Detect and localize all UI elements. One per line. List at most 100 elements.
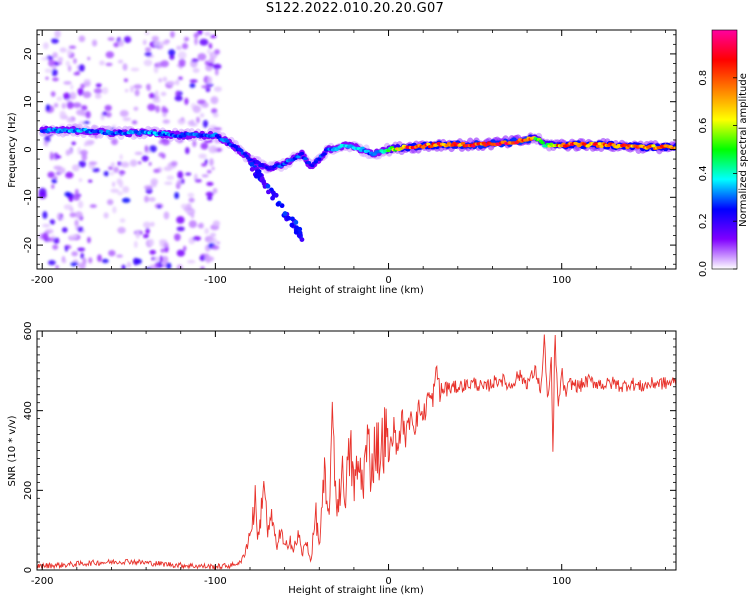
spectrogram-cell [47,237,55,242]
spectrogram-cell [193,32,199,38]
spectrogram-cell [202,119,209,128]
spectrogram-cell [72,102,82,108]
spectrogram-cell [160,60,169,68]
spectrogram-cell [76,109,85,116]
spectrogram-cell [180,178,185,185]
spectrogram-cell [160,91,167,97]
spectrogram-cell [63,81,72,85]
spectrogram-cell [97,254,102,262]
spectrogram-cell [53,237,60,245]
spectrogram-ridge [38,123,676,243]
spectrogram-cell [106,199,114,206]
spectrogram-branch [285,215,291,221]
spectrogram-cell [148,197,156,202]
spectrogram-cell [131,120,138,125]
spectrogram-ridge-core [460,141,466,146]
spectrogram-y-axis-label: Frequency (Hz) [7,112,18,188]
spectrogram-cell [51,65,57,69]
spectrogram-cell [143,234,149,239]
colorbar-tick-label: 0.8 [698,70,709,86]
spectrogram-cell [158,78,162,83]
spectrogram-cell [74,219,79,227]
spectrogram-cell [142,221,152,229]
spectrogram-cell [176,249,185,257]
spectrogram-cell [43,42,49,50]
spectrogram-ridge-core [599,144,604,148]
spectrogram-cell [47,260,56,266]
spectrogram-ridge-core [233,145,239,149]
spectrogram-cell [189,79,198,83]
spectrogram-cell [45,76,49,80]
spectrogram-cell [87,56,91,61]
spectrogram-x-tick-label: -200 [31,275,54,286]
colorbar-tick-label: 0.6 [698,118,709,134]
spectrogram-cell [52,244,59,250]
spectrogram-cell [134,151,143,155]
spectrogram-cell [188,197,195,203]
spectrogram-cell [212,112,219,118]
spectrogram-cell [205,191,214,197]
spectrogram-cell [163,242,169,248]
spectrogram-cell [67,49,72,57]
spectrogram-cell [85,110,91,119]
spectrogram-cell [155,105,160,113]
spectrogram-x-tick-label: -100 [204,275,227,286]
spectrogram-cell [47,171,55,178]
spectrogram-cell [42,211,48,219]
spectrogram-cell [130,67,140,72]
spectrogram-ridge-core [256,161,261,165]
spectrogram-cell [148,92,156,99]
spectrogram-cell [45,104,51,112]
spectrogram-cell [162,112,167,118]
spectrogram-cell [121,264,126,269]
spectrogram-y-tick-label: -20 [23,237,34,253]
spectrogram-ridge-core [303,157,308,161]
spectrogram-cell [200,266,205,269]
spectrogram-cell [198,153,207,159]
spectrogram-cell [188,220,197,228]
spectrogram-cell [69,212,77,218]
spectrogram-ridge-core [594,142,599,146]
spectrogram-cell [158,140,163,145]
spectrogram-cell [93,88,103,94]
spectrogram-cell [111,138,118,146]
spectrogram-cell [211,166,215,171]
spectrogram-cell [117,226,126,234]
spectrogram-cell [163,166,172,172]
spectrogram-ridge-core [45,130,50,134]
spectrogram-cell [68,45,77,50]
spectrogram-x-tick-label: 0 [385,275,391,286]
spectrogram-cell [119,110,129,117]
spectrogram-cell [161,40,170,45]
spectrogram-cell [166,175,175,181]
spectrogram-cell [178,58,186,67]
spectrogram-cell [190,212,195,219]
spectrogram-cell [121,197,131,203]
spectrogram-cell [103,171,110,177]
spectrogram-cell [212,187,218,194]
spectrogram-branch [271,190,276,196]
spectrogram-cell [77,200,84,209]
spectrogram-cell [191,58,199,63]
spectrogram-cell [77,226,84,233]
spectrogram-cell [53,175,58,180]
spectrogram-cell [176,45,182,51]
spectrogram-cell [70,261,79,267]
snr-frame [36,330,677,571]
spectrogram-cell [201,174,209,178]
spectrogram-cell [63,92,71,100]
spectrogram-cell [117,39,125,47]
spectrogram-cell [153,65,159,74]
spectrogram-cell [148,238,155,247]
spectrogram-cell [58,61,63,65]
spectrogram-ridge-core [540,141,545,145]
spectrogram-cell [207,195,213,201]
spectrogram-cell [141,155,149,162]
spectrogram-cell [197,53,207,61]
spectrogram-cell [133,84,143,89]
spectrogram-cell [117,161,122,166]
spectrogram-cell [78,178,83,182]
spectrogram-y-tick-label: 0 [23,146,34,152]
spectrogram-cell [194,179,202,183]
